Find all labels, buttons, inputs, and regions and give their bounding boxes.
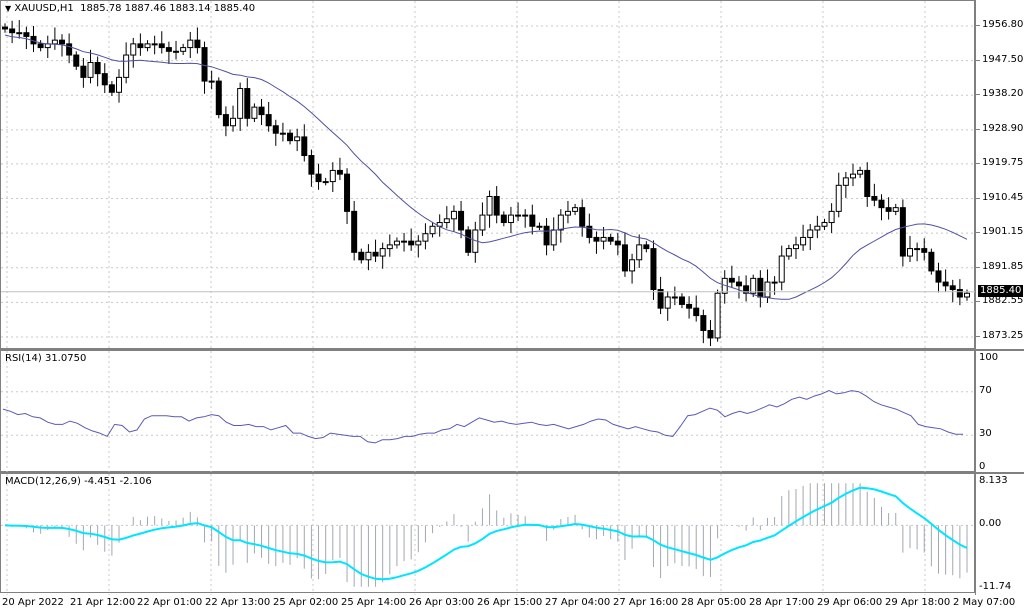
macd-tick-label: 0.00 xyxy=(979,518,1002,530)
ohlc-close: 1885.40 xyxy=(213,3,256,14)
time-tick-label: 27 Apr 16:00 xyxy=(613,597,679,608)
rsi-panel[interactable]: RSI(14) 31.0750 xyxy=(0,349,976,474)
rsi-tick-label: 0 xyxy=(979,461,986,472)
price-tick-label: 1901.15 xyxy=(982,226,1024,238)
dropdown-triangle-icon[interactable]: ▼ xyxy=(5,4,12,13)
price-tick xyxy=(976,128,980,130)
ohlc-high: 1887.46 xyxy=(124,3,167,14)
price-axis[interactable]: 1956.80 1947.50 1938.20 1928.90 1919.75 1910.… xyxy=(975,0,1024,349)
price-tick xyxy=(976,94,980,96)
time-tick-label: 28 Apr 17:00 xyxy=(749,597,815,608)
rsi-tick-label: 100 xyxy=(979,352,999,363)
time-tick-label: 21 Apr 12:00 xyxy=(70,597,136,608)
price-tick-label: 1938.20 xyxy=(982,88,1024,100)
macd-panel[interactable]: MACD(12,26,9) -4.451 -2.106 xyxy=(0,472,976,595)
time-tick-label: 29 Apr 06:00 xyxy=(817,597,883,608)
rsi-line-chart xyxy=(1,351,976,474)
chart-header: ▼ XAUUSD,H1 1885.78 1887.46 1883.14 1885… xyxy=(5,3,255,14)
time-tick-label: 26 Apr 03:00 xyxy=(409,597,475,608)
symbol-timeframe: XAUUSD,H1 xyxy=(14,3,74,14)
price-tick-label: 1947.50 xyxy=(982,53,1024,65)
price-tick xyxy=(976,232,980,234)
time-axis[interactable]: 20 Apr 2022 21 Apr 12:00 22 Apr 01:00 22 Ap… xyxy=(0,592,1024,613)
candlestick-chart xyxy=(1,1,976,350)
macd-tick-label: 8.133 xyxy=(979,475,1008,486)
time-tick-label: 27 Apr 04:00 xyxy=(545,597,611,608)
price-tick-label: 1928.90 xyxy=(982,122,1024,134)
price-tick xyxy=(976,336,980,337)
macd-label: MACD(12,26,9) -4.451 -2.106 xyxy=(5,476,152,487)
time-tick-label: 22 Apr 13:00 xyxy=(205,597,271,608)
rsi-tick-label: 70 xyxy=(979,384,992,396)
price-tick-label: 1891.85 xyxy=(982,260,1024,272)
rsi-axis[interactable]: 100 70 30 0 xyxy=(975,349,1024,474)
price-tick xyxy=(976,266,980,268)
price-tick-label: 1956.80 xyxy=(982,19,1024,30)
macd-tick-label: -11.74 xyxy=(979,581,1012,592)
time-tick-label: 26 Apr 15:00 xyxy=(477,597,543,608)
current-price-tag: 1885.40 xyxy=(978,284,1024,297)
rsi-tick-label: 30 xyxy=(979,428,992,440)
time-tick-label: 20 Apr 2022 xyxy=(2,597,64,608)
time-tick-label: 22 Apr 01:00 xyxy=(137,597,203,608)
time-tick-label: 2 May 07:00 xyxy=(953,597,1016,608)
macd-chart xyxy=(1,474,976,595)
time-tick-label: 29 Apr 18:00 xyxy=(885,597,951,608)
time-tick-label: 28 Apr 05:00 xyxy=(681,597,747,608)
price-tick xyxy=(976,25,980,26)
price-chart-panel[interactable]: ▼ XAUUSD,H1 1885.78 1887.46 1883.14 1885… xyxy=(0,0,976,350)
price-tick xyxy=(976,162,980,164)
price-tick xyxy=(976,301,980,303)
time-tick-label: 25 Apr 02:00 xyxy=(273,597,339,608)
time-tick-label: 25 Apr 14:00 xyxy=(341,597,407,608)
price-tick-label: 1919.75 xyxy=(982,156,1024,168)
price-tick-label: 1873.25 xyxy=(982,330,1024,341)
ohlc-low: 1883.14 xyxy=(169,3,211,14)
price-tick-label: 1882.55 xyxy=(982,295,1024,307)
price-tick xyxy=(976,197,980,199)
price-tick xyxy=(976,59,980,61)
ohlc-open: 1885.78 xyxy=(80,3,122,14)
macd-axis[interactable]: 8.133 0.00 -11.74 xyxy=(975,472,1024,595)
rsi-label: RSI(14) 31.0750 xyxy=(5,353,87,364)
price-tick-label: 1910.45 xyxy=(982,191,1024,203)
